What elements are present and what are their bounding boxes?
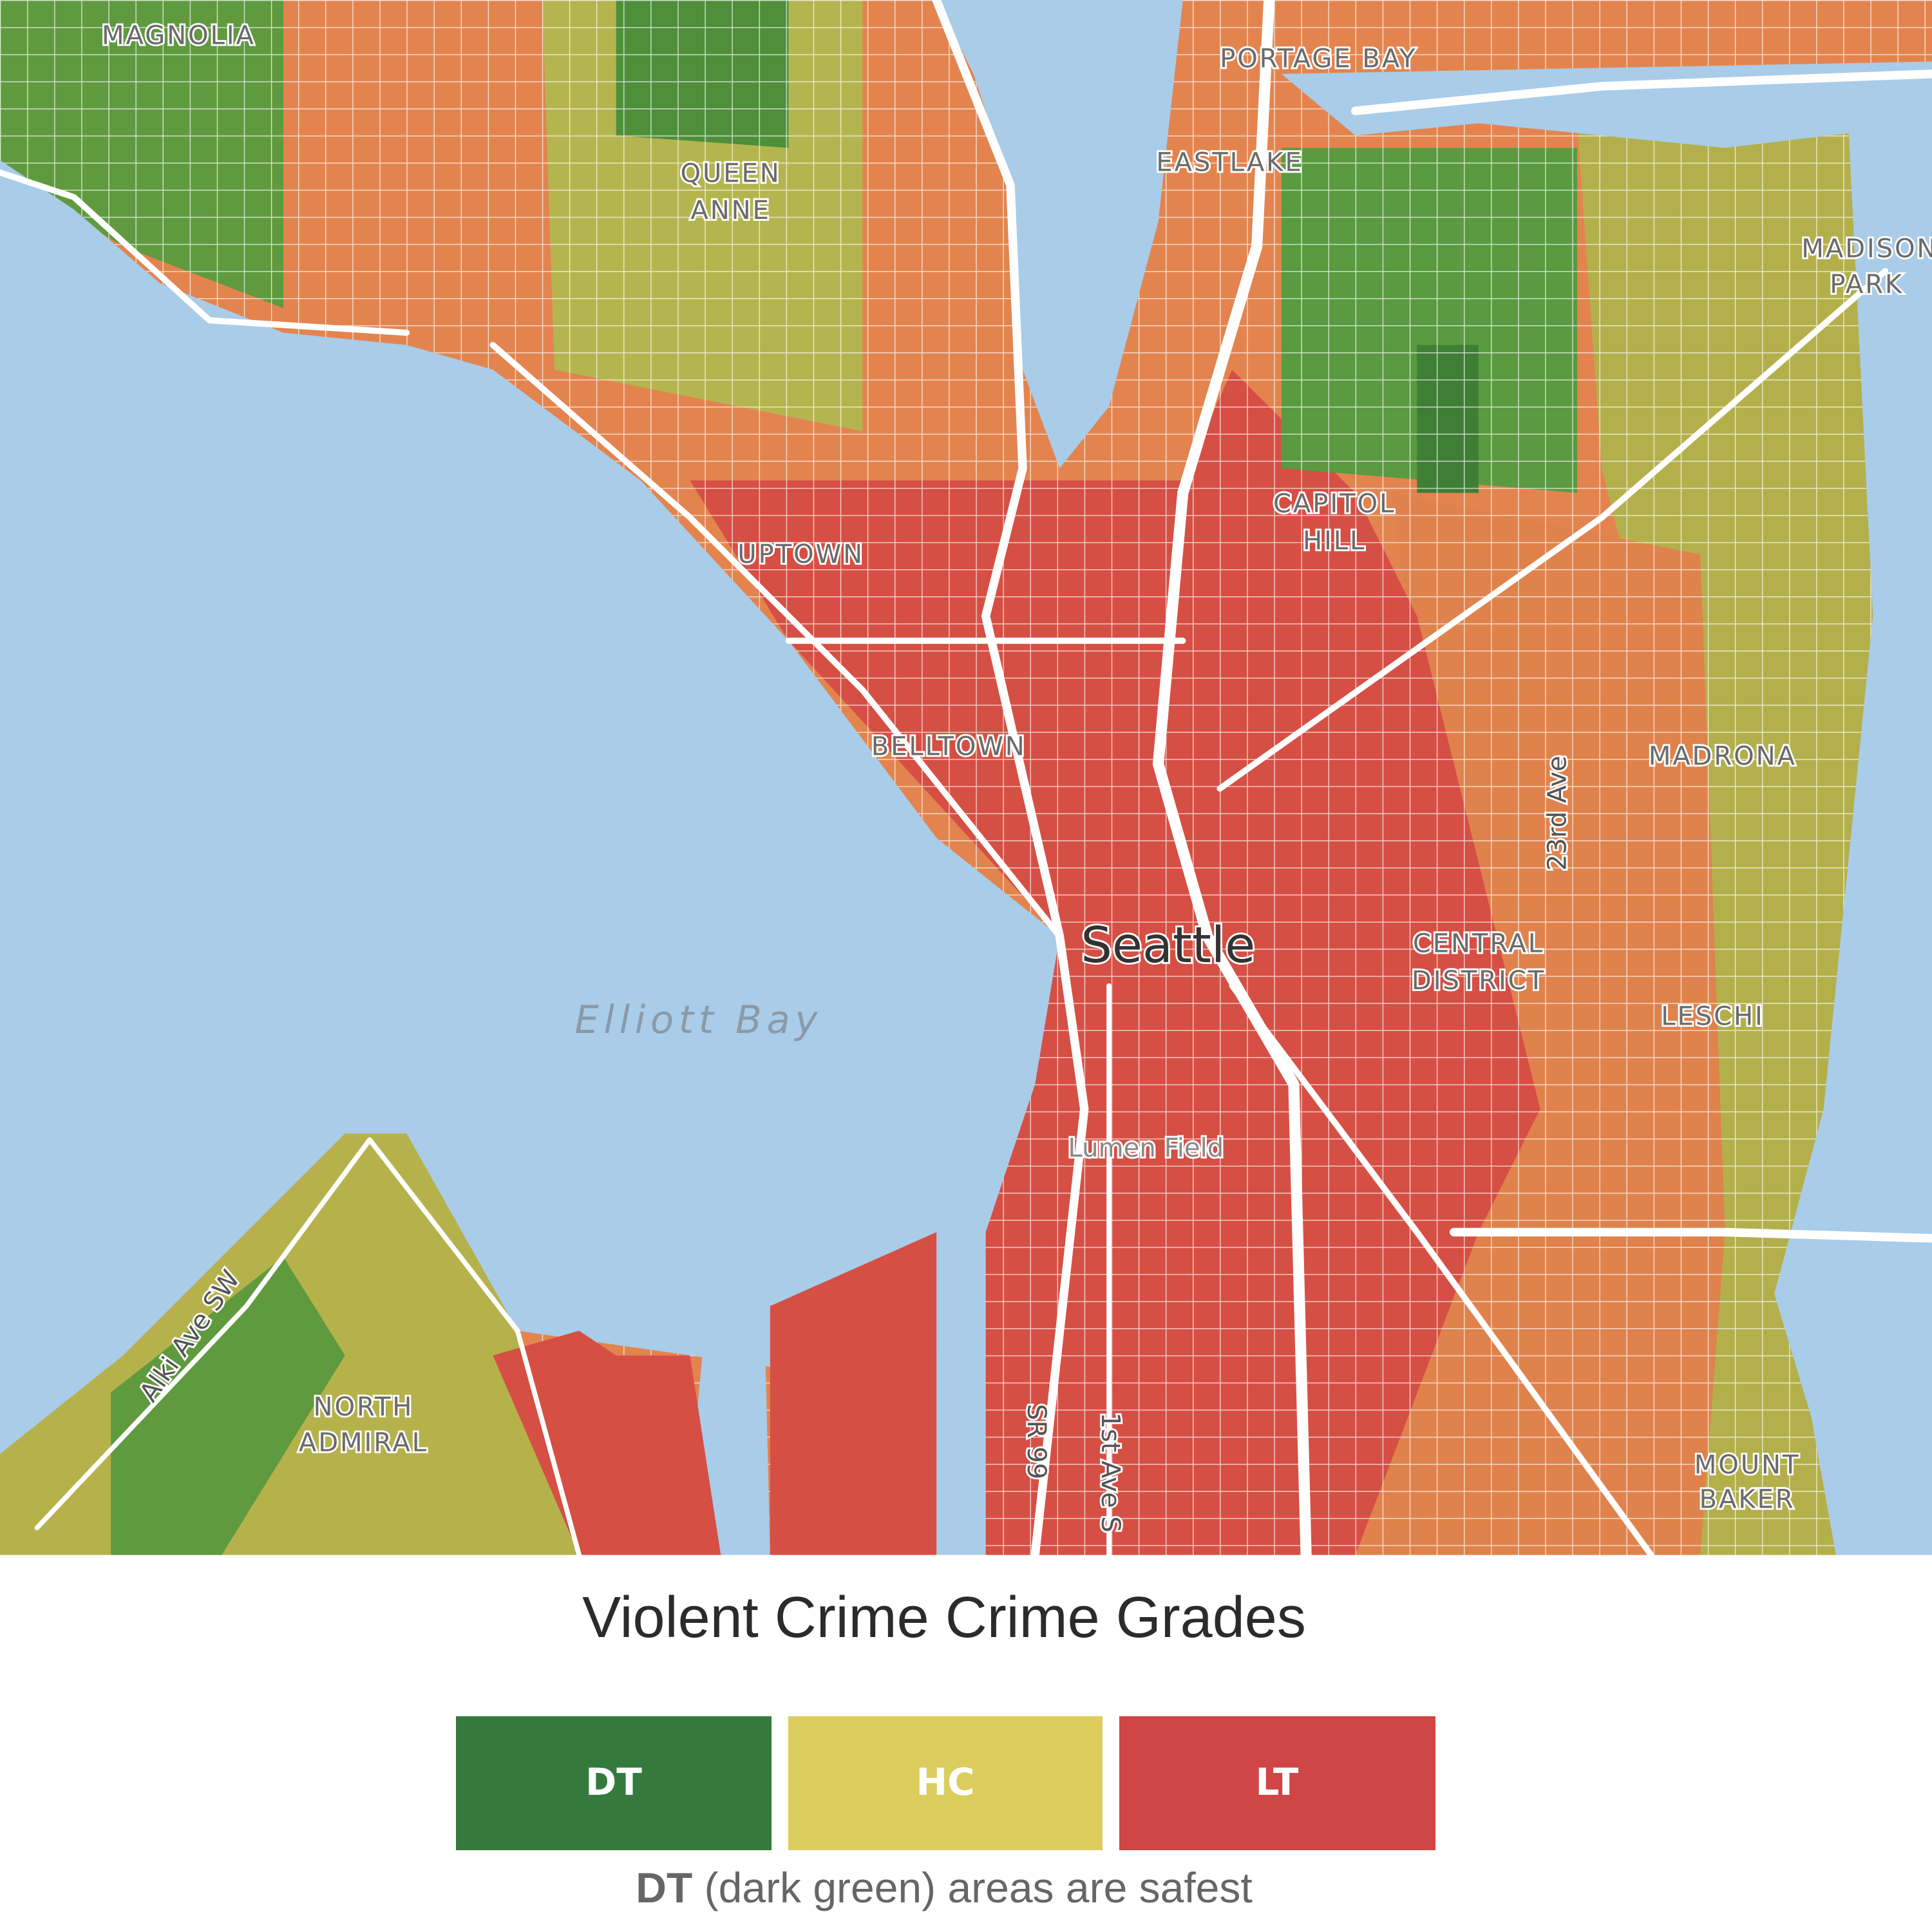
legend-label: LT: [1256, 1760, 1299, 1804]
map-label: UPTOWN: [737, 540, 864, 569]
map-label: BAKER: [1700, 1484, 1795, 1514]
legend-label: DT: [585, 1760, 642, 1804]
map-label: MAGNOLIA: [102, 21, 256, 50]
street-label: 1st Ave S: [1095, 1412, 1125, 1533]
legend-swatch: [456, 1716, 772, 1850]
map-label: CAPITOL: [1273, 489, 1396, 518]
map-label: MADISON: [1801, 234, 1932, 263]
area-green: [111, 1256, 345, 1555]
area-red: [770, 1232, 937, 1555]
map-label: ADMIRAL: [299, 1428, 428, 1457]
poi-label: Lumen Field: [1068, 1133, 1224, 1163]
map-label: MOUNT: [1694, 1450, 1801, 1480]
legend-swatch: [788, 1716, 1103, 1850]
map-label: HILL: [1303, 526, 1366, 556]
street-label: 23rd Ave: [1542, 755, 1572, 871]
roads: [0, 0, 1932, 1555]
map-label: PARK: [1830, 270, 1904, 299]
footnote-text: (dark green) areas are safest: [705, 1864, 1253, 1911]
map-label: PORTAGE BAY: [1220, 44, 1417, 74]
street-label: SR 99: [1021, 1404, 1051, 1479]
map-label: BELLTOWN: [871, 732, 1027, 761]
map: MAGNOLIA QUEEN ANNE PORTAGE BAY EASTLAKE…: [0, 0, 1932, 1555]
title: Violent Crime Crime Grades: [582, 1586, 1306, 1650]
water: [0, 0, 1932, 1555]
map-label: ANNE: [690, 196, 770, 225]
water-label: Elliott Bay: [574, 998, 822, 1042]
legend-swatch: [1119, 1716, 1435, 1850]
area-red: [493, 1331, 721, 1555]
map-label: CENTRAL: [1413, 929, 1544, 959]
city-label: Seattle: [1081, 917, 1255, 974]
map-label: EASTLAKE: [1156, 147, 1303, 177]
map-label: LESCHI: [1661, 1001, 1765, 1031]
legend: DT HC LT: [456, 1716, 1435, 1850]
legend-label: HC: [916, 1760, 974, 1804]
map-label: NORTH: [314, 1392, 414, 1422]
map-labels: MAGNOLIA QUEEN ANNE PORTAGE BAY EASTLAKE…: [100, 19, 1932, 1535]
map-label: DISTRICT: [1412, 966, 1546, 996]
map-label: MADRONA: [1649, 742, 1797, 772]
footnote: DT (dark green) areas are safest: [636, 1864, 1252, 1911]
footnote-key: DT: [636, 1864, 692, 1911]
map-label: QUEEN: [681, 159, 781, 189]
